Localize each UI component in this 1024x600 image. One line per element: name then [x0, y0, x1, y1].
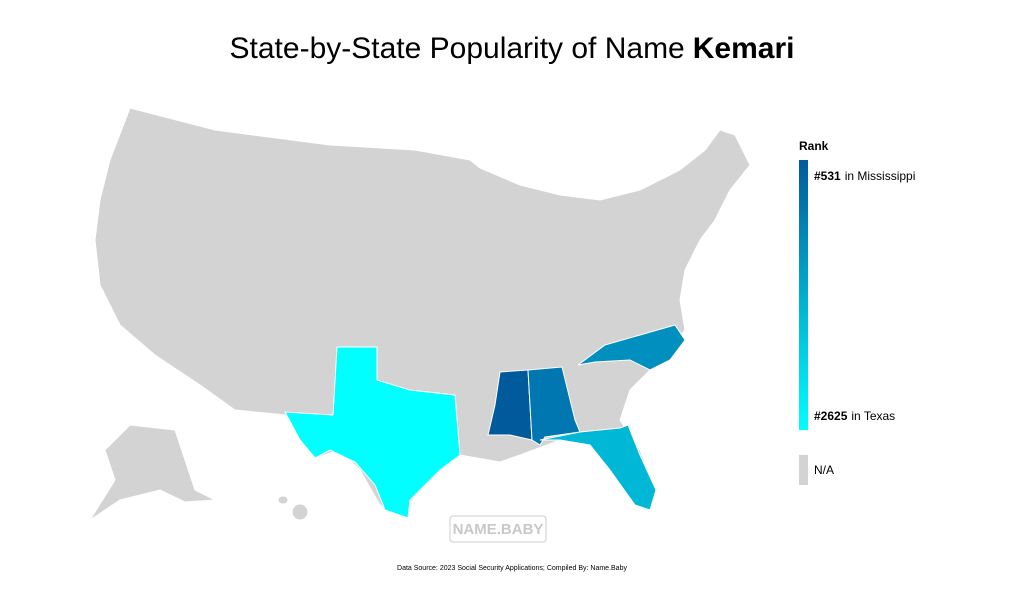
hawaii — [291, 503, 309, 521]
legend-max-place: in Mississippi — [845, 169, 916, 183]
legend-title: Rank — [799, 139, 829, 153]
map — [89, 107, 751, 521]
legend-min-rank: #2625 — [814, 409, 848, 423]
state-florida — [539, 424, 657, 511]
legend-na-swatch — [799, 455, 808, 485]
legend-max-rank: #531 — [814, 169, 841, 183]
watermark-text: NAME.BABY — [453, 521, 544, 538]
legend: Rank #531 in Mississippi #2625 in Texas N/… — [799, 139, 915, 485]
legend-min: #2625 in Texas — [814, 409, 895, 423]
watermark-box — [449, 515, 547, 543]
alaska — [89, 424, 217, 521]
title-text: State-by-State Popularity of Name — [230, 32, 685, 65]
hawaii — [277, 495, 289, 505]
state-alabama — [527, 366, 581, 446]
source: Data Source: 2023 Social Security Applic… — [397, 565, 627, 572]
legend-na: N/A — [814, 463, 834, 477]
state-north-carolina — [577, 324, 686, 371]
title: State-by-State Popularity of Name Kemari — [230, 32, 795, 65]
title-name: Kemari — [693, 32, 795, 65]
watermark: NAME.BABY — [449, 515, 547, 543]
state-texas — [284, 346, 461, 519]
legend-min-place: in Texas — [851, 409, 895, 423]
legend-max: #531 in Mississippi — [814, 169, 915, 183]
legend-scale — [799, 160, 808, 430]
